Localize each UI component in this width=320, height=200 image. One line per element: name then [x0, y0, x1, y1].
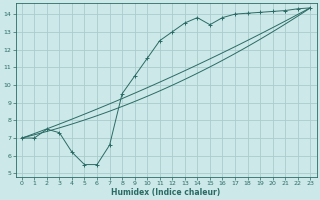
X-axis label: Humidex (Indice chaleur): Humidex (Indice chaleur): [111, 188, 221, 197]
